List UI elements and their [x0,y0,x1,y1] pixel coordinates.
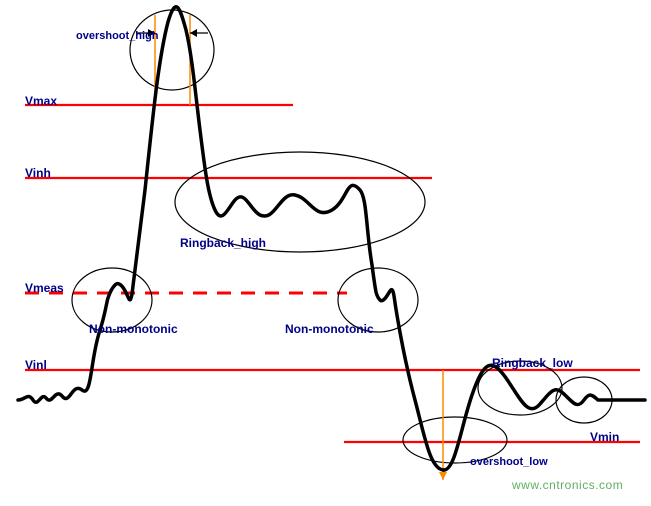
annotation-label: Ringback_high [180,236,266,250]
diagram-canvas: Vmax Vinh Vmeas Vinl Vmin overshoot_high Ringb… [0,0,651,506]
annotation-label: overshoot_high [76,30,159,42]
annotation-label: Ringback_low [492,356,573,370]
signal-waveform [18,7,645,470]
diagram-svg [0,0,651,506]
axis-label-vmin: Vmin [590,430,619,444]
axis-label-vmeas: Vmeas [25,281,64,295]
axis-label-vmax: Vmax [25,94,57,108]
axis-label-vinl: Vinl [25,358,47,372]
highlight-ellipse-0 [130,10,214,90]
annotation-label: overshoot_low [470,456,548,468]
axis-label-vinh: Vinh [25,166,51,180]
watermark-text: www.cntronics.com [512,478,623,492]
annotation-label: Non-monotonic [285,322,374,336]
annotation-label: Non-monotonic [89,322,178,336]
